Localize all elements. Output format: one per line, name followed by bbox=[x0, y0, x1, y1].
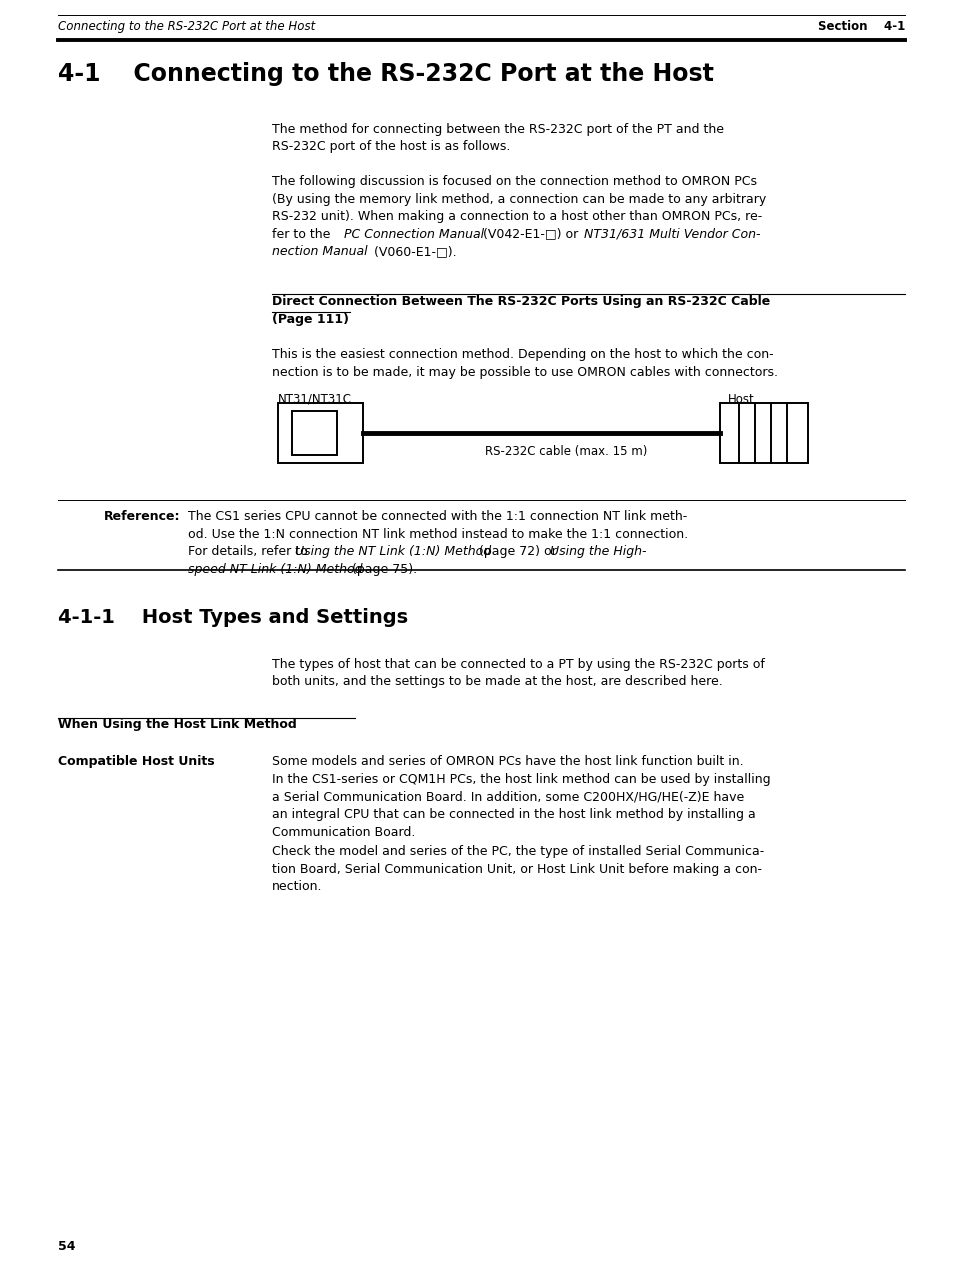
Text: (By using the memory link method, a connection can be made to any arbitrary: (By using the memory link method, a conn… bbox=[272, 193, 765, 205]
Text: The method for connecting between the RS-232C port of the PT and the
RS-232C por: The method for connecting between the RS… bbox=[272, 123, 723, 153]
Text: Check the model and series of the PC, the type of installed Serial Communica-: Check the model and series of the PC, th… bbox=[272, 844, 763, 858]
Text: Using the High-: Using the High- bbox=[550, 545, 646, 558]
Text: NT31/NT31C: NT31/NT31C bbox=[277, 393, 352, 406]
Text: speed NT Link (1:N) Method: speed NT Link (1:N) Method bbox=[188, 563, 362, 576]
Text: 4-1-1    Host Types and Settings: 4-1-1 Host Types and Settings bbox=[58, 607, 408, 626]
Text: Host: Host bbox=[727, 393, 754, 406]
Text: fer to the: fer to the bbox=[272, 227, 334, 241]
Text: Compatible Host Units: Compatible Host Units bbox=[58, 754, 214, 768]
Bar bbox=[277, 403, 363, 463]
Text: nection is to be made, it may be possible to use OMRON cables with connectors.: nection is to be made, it may be possibl… bbox=[272, 365, 778, 379]
Text: When Using the Host Link Method: When Using the Host Link Method bbox=[58, 718, 296, 730]
Text: Some models and series of OMRON PCs have the host link function built in.: Some models and series of OMRON PCs have… bbox=[272, 754, 742, 768]
Text: od. Use the 1:N connection NT link method instead to make the 1:1 connection.: od. Use the 1:N connection NT link metho… bbox=[188, 527, 687, 540]
Text: nection.: nection. bbox=[272, 880, 322, 893]
Text: Communication Board.: Communication Board. bbox=[272, 825, 415, 838]
Text: 54: 54 bbox=[58, 1240, 75, 1253]
Text: RS-232 unit). When making a connection to a host other than OMRON PCs, re-: RS-232 unit). When making a connection t… bbox=[272, 210, 761, 223]
Text: Using the NT Link (1:N) Method: Using the NT Link (1:N) Method bbox=[294, 545, 491, 558]
Text: an integral CPU that can be connected in the host link method by installing a: an integral CPU that can be connected in… bbox=[272, 808, 755, 820]
Text: Section    4-1: Section 4-1 bbox=[817, 20, 904, 33]
Text: Direct Connection Between The RS-232C Ports Using an RS-232C Cable: Direct Connection Between The RS-232C Po… bbox=[272, 295, 769, 308]
Text: This is the easiest connection method. Depending on the host to which the con-: This is the easiest connection method. D… bbox=[272, 347, 773, 361]
Text: RS-232C cable (max. 15 m): RS-232C cable (max. 15 m) bbox=[484, 445, 647, 458]
Text: The CS1 series CPU cannot be connected with the 1:1 connection NT link meth-: The CS1 series CPU cannot be connected w… bbox=[188, 510, 686, 522]
Text: 4-1    Connecting to the RS-232C Port at the Host: 4-1 Connecting to the RS-232C Port at th… bbox=[58, 62, 713, 86]
Text: (page 72) or: (page 72) or bbox=[475, 545, 560, 558]
Text: PC Connection Manual: PC Connection Manual bbox=[344, 227, 483, 241]
Text: For details, refer to: For details, refer to bbox=[188, 545, 312, 558]
Text: In the CS1-series or CQM1H PCs, the host link method can be used by installing: In the CS1-series or CQM1H PCs, the host… bbox=[272, 773, 770, 786]
Text: The following discussion is focused on the connection method to OMRON PCs: The following discussion is focused on t… bbox=[272, 175, 757, 188]
Text: Reference:: Reference: bbox=[103, 510, 180, 522]
Bar bbox=[720, 403, 807, 463]
Text: (V042-E1-□) or: (V042-E1-□) or bbox=[478, 227, 581, 241]
Text: (V060-E1-□).: (V060-E1-□). bbox=[370, 245, 456, 257]
Text: nection Manual: nection Manual bbox=[272, 245, 367, 257]
Text: (page 75).: (page 75). bbox=[348, 563, 416, 576]
Text: both units, and the settings to be made at the host, are described here.: both units, and the settings to be made … bbox=[272, 676, 722, 689]
Text: NT31/631 Multi Vendor Con-: NT31/631 Multi Vendor Con- bbox=[583, 227, 760, 241]
Text: a Serial Communication Board. In addition, some C200HX/HG/HE(-Z)E have: a Serial Communication Board. In additio… bbox=[272, 790, 743, 804]
Text: Connecting to the RS-232C Port at the Host: Connecting to the RS-232C Port at the Ho… bbox=[58, 20, 314, 33]
Bar bbox=[292, 411, 336, 455]
Text: (Page 111): (Page 111) bbox=[272, 312, 349, 326]
Text: tion Board, Serial Communication Unit, or Host Link Unit before making a con-: tion Board, Serial Communication Unit, o… bbox=[272, 862, 761, 875]
Text: The types of host that can be connected to a PT by using the RS-232C ports of: The types of host that can be connected … bbox=[272, 658, 764, 671]
